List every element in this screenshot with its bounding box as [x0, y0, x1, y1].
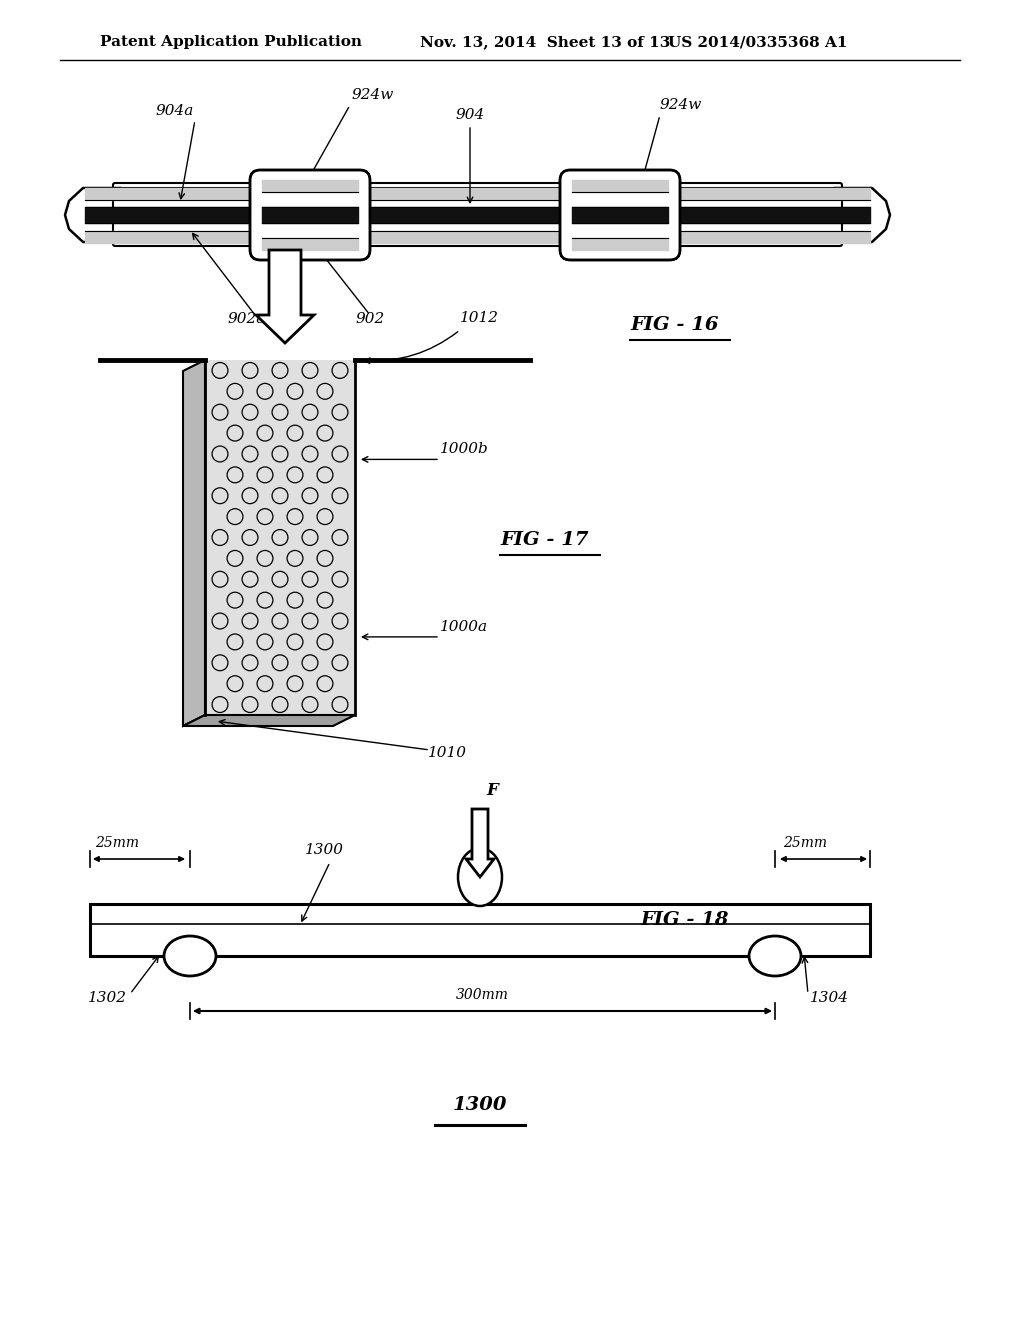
Bar: [205, 360, 355, 715]
Text: FIG - 18: FIG - 18: [640, 911, 728, 929]
Text: 1304: 1304: [810, 991, 849, 1005]
Text: 25mm: 25mm: [783, 836, 827, 850]
Ellipse shape: [458, 847, 502, 906]
Text: 904a: 904a: [155, 104, 194, 117]
Text: 1300: 1300: [305, 843, 344, 857]
Text: 1000b: 1000b: [440, 442, 488, 457]
Polygon shape: [183, 360, 205, 726]
Text: F: F: [486, 781, 498, 799]
FancyArrow shape: [466, 809, 494, 876]
FancyBboxPatch shape: [560, 170, 680, 260]
Text: 902a: 902a: [228, 312, 266, 326]
FancyArrow shape: [256, 249, 314, 343]
FancyBboxPatch shape: [250, 170, 370, 260]
Text: 924w: 924w: [352, 88, 394, 102]
Text: FIG - 17: FIG - 17: [500, 531, 589, 549]
Text: 25mm: 25mm: [95, 836, 139, 850]
Text: 1010: 1010: [428, 746, 467, 760]
Text: US 2014/0335368 A1: US 2014/0335368 A1: [668, 36, 848, 49]
Ellipse shape: [164, 936, 216, 975]
Text: FIG - 16: FIG - 16: [630, 315, 719, 334]
Polygon shape: [183, 715, 355, 726]
Bar: [90, 904, 870, 956]
Text: 1012: 1012: [460, 312, 499, 325]
Text: 904: 904: [455, 108, 484, 121]
Text: 1300: 1300: [453, 1096, 507, 1114]
Text: 1000a: 1000a: [440, 620, 488, 634]
Ellipse shape: [749, 936, 801, 975]
Text: 902: 902: [356, 312, 385, 326]
Text: 924w: 924w: [660, 98, 702, 112]
Text: 300mm: 300mm: [456, 987, 509, 1002]
Text: Patent Application Publication: Patent Application Publication: [100, 36, 362, 49]
FancyBboxPatch shape: [113, 183, 842, 246]
Text: 1302: 1302: [88, 991, 127, 1005]
Text: Nov. 13, 2014  Sheet 13 of 13: Nov. 13, 2014 Sheet 13 of 13: [420, 36, 671, 49]
